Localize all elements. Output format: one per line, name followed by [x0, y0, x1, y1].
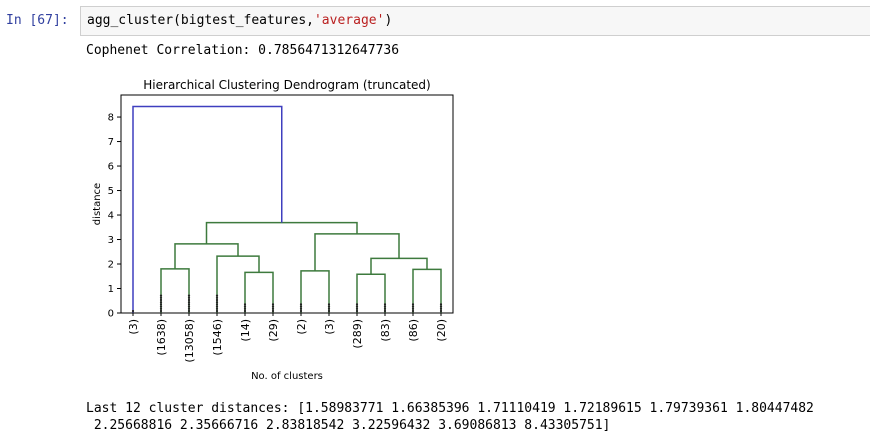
leaf-marker: [243, 303, 247, 313]
code-string-arg: 'average': [313, 13, 385, 28]
x-tick-label: (289): [351, 319, 364, 349]
cell-prompt: In [67]:: [6, 13, 69, 28]
leaf-marker: [187, 294, 191, 313]
dendrogram-link: [300, 270, 330, 313]
x-tick-label: (20): [435, 319, 448, 342]
leaf-marker: [411, 303, 415, 313]
y-tick-label: 0: [108, 309, 114, 320]
code-function-call: agg_cluster(bigtest_features,: [87, 13, 314, 28]
x-tick-label: (83): [379, 319, 392, 342]
cophenet-output: Cophenet Correlation: 0.7856471312647736: [86, 43, 400, 58]
distances-output-line-1: Last 12 cluster distances: [1.58983771 1…: [86, 401, 814, 416]
y-tick-label: 7: [108, 137, 114, 148]
x-tick-label: (86): [407, 319, 420, 342]
dendrogram-link: [205, 221, 358, 244]
x-tick-label: (14): [239, 319, 252, 342]
dendrogram-link: [216, 255, 260, 313]
dendrogram-link: [356, 273, 386, 313]
dendrogram-link: [244, 271, 274, 313]
x-axis-label: No. of clusters: [251, 371, 323, 382]
y-tick-label: 4: [108, 211, 114, 222]
code-cell-input[interactable]: agg_cluster(bigtest_features,'average'): [80, 6, 870, 36]
x-tick-label: (3): [127, 319, 140, 335]
y-tick-label: 2: [108, 260, 114, 271]
dendrogram-link: [314, 233, 400, 271]
leaf-marker: [299, 303, 303, 313]
code-text[interactable]: agg_cluster(bigtest_features,'average'): [87, 13, 392, 28]
leaf-marker: [383, 303, 387, 313]
dendrogram-link: [160, 268, 190, 313]
leaf-marker: [215, 294, 219, 313]
dendrogram-chart: Hierarchical Clustering Dendrogram (trun…: [92, 78, 454, 382]
plot-frame: [120, 94, 454, 314]
y-tick-label: 5: [108, 186, 114, 197]
dendrogram-link: [412, 268, 442, 313]
code-close-paren: ): [384, 13, 393, 28]
x-tick-label: (1638): [155, 319, 168, 356]
x-tick-label: (2): [295, 319, 308, 335]
y-tick-label: 6: [108, 162, 114, 173]
leaf-marker: [439, 303, 443, 313]
y-tick-label: 1: [108, 284, 114, 295]
x-tick-label: (1546): [211, 319, 224, 356]
leaf-marker: [159, 294, 163, 313]
leaf-marker: [131, 309, 135, 313]
x-tick-label: (13058): [183, 319, 196, 363]
dendrogram-link: [370, 257, 428, 275]
dendrogram-link: [174, 243, 239, 269]
distances-output-line-2: 2.25668816 2.35666716 2.83818542 3.22596…: [86, 418, 611, 433]
dendrogram-link: [132, 105, 283, 313]
x-tick-label: (29): [267, 319, 280, 342]
y-tick-label: 3: [108, 235, 114, 246]
y-tick-label: 8: [108, 113, 114, 124]
y-axis-label: distance: [92, 183, 103, 225]
leaf-marker: [355, 303, 359, 313]
chart-title: Hierarchical Clustering Dendrogram (trun…: [143, 78, 430, 92]
x-tick-label: (3): [323, 319, 336, 335]
leaf-marker: [327, 303, 331, 313]
leaf-marker: [271, 303, 275, 313]
